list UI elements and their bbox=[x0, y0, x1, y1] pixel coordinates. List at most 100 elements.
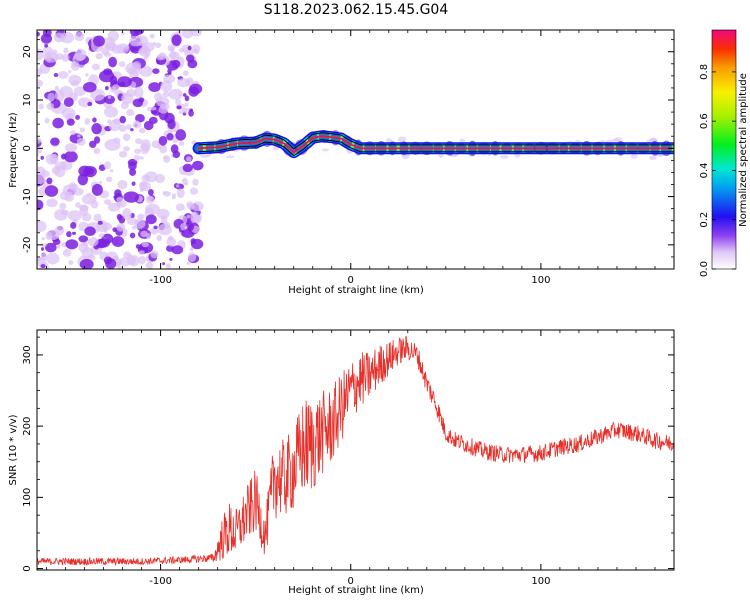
noise-blob bbox=[119, 115, 127, 124]
noise-blob bbox=[175, 98, 182, 106]
noise-blob bbox=[75, 114, 80, 120]
snr-xlabel: Height of straight line (km) bbox=[288, 585, 424, 596]
noise-blob bbox=[153, 225, 158, 230]
noise-blob bbox=[177, 78, 190, 88]
noise-blob bbox=[150, 227, 159, 235]
noise-blob bbox=[41, 243, 47, 247]
noise-blob bbox=[181, 30, 194, 39]
noise-blob bbox=[105, 86, 109, 91]
noise-blob bbox=[107, 30, 119, 42]
noise-blob bbox=[68, 260, 74, 265]
noise-blob bbox=[138, 250, 145, 255]
noise-blob bbox=[74, 32, 85, 42]
noise-blob bbox=[103, 51, 112, 58]
noise-blob bbox=[50, 137, 60, 146]
spectrogram-noise bbox=[37, 30, 666, 269]
noise-blob bbox=[97, 220, 103, 225]
snr-frame bbox=[36, 329, 675, 571]
noise-blob bbox=[40, 264, 46, 269]
noise-blob bbox=[143, 56, 148, 61]
noise-blob bbox=[84, 118, 91, 125]
noise-blob bbox=[61, 209, 69, 216]
noise-blob bbox=[189, 187, 199, 195]
noise-blob bbox=[47, 229, 60, 241]
noise-blob bbox=[178, 141, 185, 146]
noise-blob bbox=[156, 208, 170, 219]
noise-blob bbox=[44, 51, 59, 63]
noise-blob bbox=[82, 82, 97, 93]
spectrogram-xlabel: Height of straight line (km) bbox=[288, 285, 424, 296]
noise-blob bbox=[66, 231, 72, 238]
noise-blob bbox=[109, 169, 114, 173]
noise-blob bbox=[162, 262, 165, 266]
noise-blob bbox=[46, 102, 55, 110]
noise-blob bbox=[187, 45, 192, 51]
noise-blob bbox=[123, 191, 140, 203]
noise-blob bbox=[115, 201, 123, 207]
noise-blob bbox=[129, 232, 136, 239]
noise-blob bbox=[107, 119, 112, 124]
noise-blob bbox=[38, 103, 44, 110]
noise-blob bbox=[151, 140, 160, 149]
noise-blob bbox=[187, 223, 195, 232]
snr-series bbox=[37, 335, 674, 567]
noise-blob bbox=[116, 197, 124, 203]
snr-line bbox=[37, 335, 674, 567]
noise-blob bbox=[172, 150, 181, 159]
noise-blob bbox=[49, 153, 59, 165]
noise-blob bbox=[53, 32, 65, 43]
noise-blob bbox=[164, 112, 175, 124]
noise-blob bbox=[187, 252, 197, 262]
noise-blob bbox=[70, 222, 77, 229]
noise-blob bbox=[108, 56, 118, 68]
noise-blob bbox=[125, 124, 132, 130]
noise-blob bbox=[68, 182, 77, 190]
noise-blob bbox=[52, 117, 64, 129]
noise-blob bbox=[87, 237, 99, 247]
colorbar: 0.0 0.2 0.4 0.6 0.8 Normalized spectral ampl… bbox=[699, 29, 749, 277]
noise-blob bbox=[175, 129, 187, 141]
noise-blob bbox=[192, 178, 199, 186]
noise-blob bbox=[147, 106, 152, 112]
noise-blob bbox=[112, 227, 117, 233]
noise-blob bbox=[91, 123, 102, 135]
snr-xtick-label: 100 bbox=[531, 576, 550, 587]
noise-blob bbox=[156, 234, 163, 242]
noise-blob bbox=[140, 139, 151, 152]
noise-blob bbox=[59, 191, 71, 201]
noise-blob bbox=[63, 47, 69, 54]
noise-blob bbox=[116, 223, 126, 232]
noise-blob bbox=[649, 137, 658, 143]
noise-blob bbox=[44, 185, 59, 197]
noise-blob bbox=[37, 79, 43, 88]
noise-blob bbox=[37, 68, 43, 76]
noise-blob bbox=[79, 127, 86, 133]
noise-blob bbox=[91, 183, 103, 196]
spectrogram-ytick-label: 0 bbox=[22, 145, 33, 151]
noise-blob bbox=[321, 148, 330, 152]
noise-blob bbox=[42, 30, 52, 38]
figure-title: S118.2023.062.15.45.G04 bbox=[264, 2, 449, 18]
noise-blob bbox=[171, 59, 181, 69]
noise-blob bbox=[176, 105, 182, 110]
noise-blob bbox=[175, 184, 180, 188]
noise-blob bbox=[397, 136, 407, 143]
colorbar-tick-label: 0.4 bbox=[699, 162, 710, 178]
noise-blob bbox=[87, 101, 93, 107]
noise-blob bbox=[71, 231, 77, 235]
noise-blob bbox=[184, 95, 190, 102]
noise-blob bbox=[113, 195, 118, 199]
noise-blob bbox=[138, 127, 146, 134]
noise-blob bbox=[98, 70, 115, 83]
noise-blob bbox=[137, 213, 145, 220]
noise-blob bbox=[118, 61, 126, 68]
colorbar-ticks: 0.0 0.2 0.4 0.6 0.8 bbox=[699, 64, 736, 277]
noise-blob bbox=[40, 252, 48, 261]
snr-ylabel: SNR (10 * v/v) bbox=[8, 414, 19, 485]
spectrogram-ylabel: Frequency (Hz) bbox=[8, 112, 19, 188]
noise-blob bbox=[192, 160, 204, 171]
noise-blob bbox=[176, 188, 185, 199]
noise-blob bbox=[118, 150, 128, 158]
